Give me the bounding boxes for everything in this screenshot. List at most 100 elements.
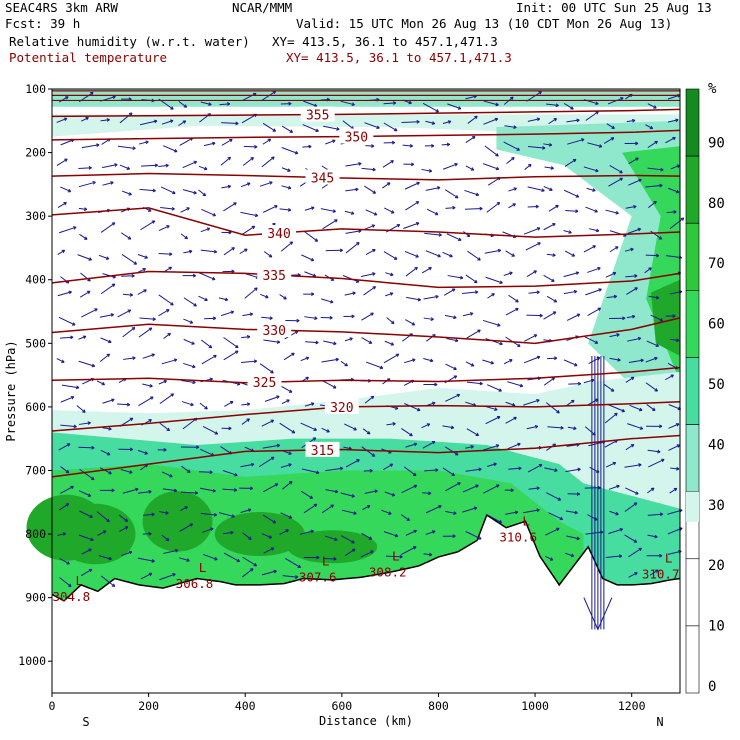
wind-vector-head (353, 511, 357, 515)
wind-vector-head (556, 527, 560, 532)
wind-vector-head (334, 537, 338, 542)
wind-vector (668, 423, 680, 429)
wind-vector (100, 449, 111, 456)
wind-vector (138, 396, 154, 407)
wind-vector (647, 513, 663, 516)
wind-vector (525, 242, 541, 251)
wind-vector-head (528, 163, 532, 168)
wind-vector-head (148, 208, 152, 212)
wind-vector (546, 492, 561, 501)
wind-vector (242, 532, 252, 540)
wind-vector (279, 385, 293, 393)
wind-vector-head (165, 511, 169, 515)
wind-vector (302, 145, 312, 148)
wind-vector-head (249, 486, 254, 491)
wind-vector-head (659, 424, 663, 429)
wind-vector-head (573, 289, 578, 294)
y-tick-label: 900 (25, 591, 46, 605)
wind-vector-head (496, 201, 501, 206)
wind-vector-head (296, 318, 300, 323)
wind-vector (650, 230, 663, 240)
wind-vector-head (270, 456, 275, 461)
colorbar-band (685, 424, 700, 492)
wind-vector-head (594, 209, 598, 213)
wind-vector-head (283, 296, 287, 300)
wind-vector (445, 446, 459, 456)
wind-vector-head (675, 118, 679, 123)
wind-vector (344, 210, 355, 215)
wind-vector (648, 458, 665, 468)
wind-vector (545, 103, 559, 106)
wind-vector-head (65, 469, 70, 474)
wind-vector-head (396, 224, 401, 228)
wind-vector-head (553, 299, 558, 303)
wind-vector (218, 297, 228, 301)
wind-vector (384, 340, 394, 346)
wind-vector (78, 335, 87, 340)
wind-vector-head (661, 458, 665, 463)
wind-vector (140, 572, 153, 580)
wind-vector (344, 337, 353, 342)
wind-vector (222, 470, 238, 476)
wind-vector-head (143, 289, 147, 293)
wind-vector-head (428, 267, 432, 271)
wind-vector-head (311, 292, 315, 296)
wind-vector (361, 533, 373, 540)
wind-vector (60, 336, 74, 339)
wind-vector-head (291, 352, 295, 357)
wind-vector-head (276, 443, 281, 448)
wind-vector-head (655, 343, 660, 347)
wind-vector-head (576, 536, 580, 541)
wind-vector (80, 272, 91, 282)
wind-vector (241, 403, 250, 406)
wind-vector-head (124, 518, 129, 522)
wind-vector-head (370, 395, 375, 400)
wind-vector (223, 552, 240, 563)
wind-vector-head (269, 181, 273, 185)
wind-vector (584, 336, 598, 344)
wind-vector-head (490, 360, 494, 365)
wind-vector-head (615, 246, 619, 250)
wind-vector (323, 340, 337, 345)
wind-vector (200, 339, 213, 349)
wind-vector-head (473, 506, 478, 511)
wind-vector-head (204, 406, 208, 410)
wind-vector (645, 254, 659, 257)
wind-vector-head (390, 272, 394, 277)
wind-vector-head (451, 288, 456, 292)
wind-vector (584, 426, 596, 436)
wind-vector (467, 250, 481, 261)
wind-vector-head (83, 207, 88, 212)
wind-vector (548, 512, 563, 520)
wind-vector (280, 463, 292, 468)
wind-vector (60, 276, 70, 284)
wind-vector-head (638, 178, 642, 183)
wind-vector-head (314, 316, 318, 321)
wind-vector (405, 266, 418, 277)
wind-vector (241, 418, 250, 425)
wind-vector (543, 274, 555, 282)
wind-vector-head (391, 492, 396, 497)
wind-vector-head (308, 144, 312, 149)
wind-vector-head (495, 166, 500, 171)
wind-vector (526, 314, 543, 317)
wind-vector-head (374, 489, 378, 494)
wind-vector (302, 124, 319, 132)
wind-vector (119, 164, 130, 170)
wind-vector (484, 145, 499, 157)
wind-vector (262, 138, 271, 145)
wind-vector (624, 502, 638, 512)
wind-vector (81, 548, 92, 555)
wind-vector-head (108, 470, 112, 475)
wind-vector (223, 531, 234, 535)
wind-vector-head (653, 200, 657, 205)
wind-vector (503, 141, 520, 151)
wind-vector (161, 119, 174, 125)
wind-vector-head (570, 106, 574, 110)
wind-vector (59, 558, 70, 565)
theta-min-306.8: 306.8 (176, 576, 214, 591)
wind-vector-head (106, 353, 111, 358)
wind-vector-head (389, 292, 394, 296)
wind-vector (628, 547, 642, 558)
